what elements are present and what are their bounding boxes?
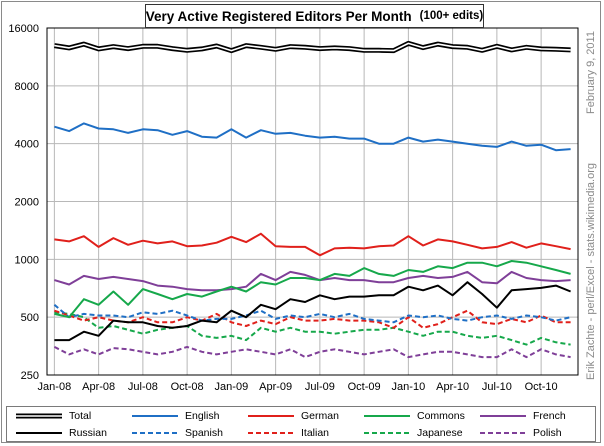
legend-swatch <box>248 415 294 417</box>
legend-item-polish: Polish <box>479 425 562 441</box>
y-tick-label: 8000 <box>15 81 39 93</box>
x-tick-label: Jan-09 <box>215 381 249 393</box>
x-tick-label: Oct-08 <box>171 381 204 393</box>
legend-label: Total <box>69 410 92 422</box>
x-tick-label: Jan-10 <box>392 381 426 393</box>
legend-swatch <box>480 432 526 434</box>
series-line-japanese <box>54 311 571 346</box>
chart-title-box: Very Active Registered Editors Per Month… <box>145 4 484 28</box>
legend-label: Polish <box>533 427 562 439</box>
x-tick-label: Jul-10 <box>482 381 512 393</box>
legend-swatch <box>364 432 410 434</box>
x-tick-label: Oct-09 <box>348 381 381 393</box>
legend-swatch <box>480 415 526 417</box>
legend-label: Spanish <box>185 427 223 439</box>
legend-label: Russian <box>69 427 107 439</box>
legend-item-italian: Italian <box>247 425 329 441</box>
series-line-polish <box>53 345 571 359</box>
series-line-french <box>54 270 571 292</box>
series-line-italian <box>54 309 571 329</box>
series-line-total-inner <box>54 42 571 52</box>
legend-item-german: German <box>247 408 339 424</box>
legend-item-spanish: Spanish <box>131 425 223 441</box>
y-tick-label: 250 <box>21 370 39 382</box>
y-tick-label: 1000 <box>15 254 39 266</box>
y-tick-label: 16000 <box>8 23 39 35</box>
date-note: February 9, 2011 <box>585 31 597 114</box>
legend-item-english: English <box>131 408 219 424</box>
x-tick-label: Apr-08 <box>82 381 115 393</box>
legend-item-total: Total <box>15 408 91 424</box>
x-tick-label: Jul-09 <box>305 381 335 393</box>
legend-label: Italian <box>301 427 330 439</box>
legend-label: German <box>301 410 339 422</box>
x-tick-label: Apr-10 <box>436 381 469 393</box>
legend-item-japanese: Japanese <box>363 425 463 441</box>
chart-title: Very Active Registered Editors Per Month <box>145 8 412 24</box>
series-line-russian <box>54 281 571 342</box>
legend-label: French <box>533 410 566 422</box>
legend-swatch <box>364 415 410 417</box>
legend-label: Japanese <box>417 427 463 439</box>
legend-swatch <box>16 413 62 419</box>
credit-note: Erik Zachte - perl/Excel - stats.wikimed… <box>585 162 597 380</box>
chart-legend: Total English German Commons French Russian Sp… <box>6 406 596 442</box>
legend-item-commons: Commons <box>363 408 465 424</box>
legend-swatch <box>248 432 294 434</box>
x-tick-label: Jul-08 <box>128 381 158 393</box>
y-tick-label: 500 <box>21 312 39 324</box>
legend-label: Commons <box>417 410 465 422</box>
legend-swatch <box>132 432 178 434</box>
plot-border <box>46 27 579 376</box>
legend-label: English <box>185 410 220 422</box>
series-line-english <box>54 122 571 152</box>
series-line-spanish <box>53 304 571 324</box>
x-tick-label: Jan-08 <box>38 381 72 393</box>
chart-subtitle: (100+ edits) <box>419 10 484 22</box>
legend-item-french: French <box>479 408 566 424</box>
y-tick-label: 4000 <box>15 139 39 151</box>
series-line-german <box>54 232 571 257</box>
legend-item-russian: Russian <box>15 425 107 441</box>
y-tick-label: 2000 <box>15 197 39 209</box>
legend-swatch <box>16 432 62 434</box>
legend-swatch <box>132 415 178 417</box>
x-tick-label: Oct-10 <box>525 381 558 393</box>
x-tick-label: Apr-09 <box>259 381 292 393</box>
series-line-commons <box>54 260 571 319</box>
